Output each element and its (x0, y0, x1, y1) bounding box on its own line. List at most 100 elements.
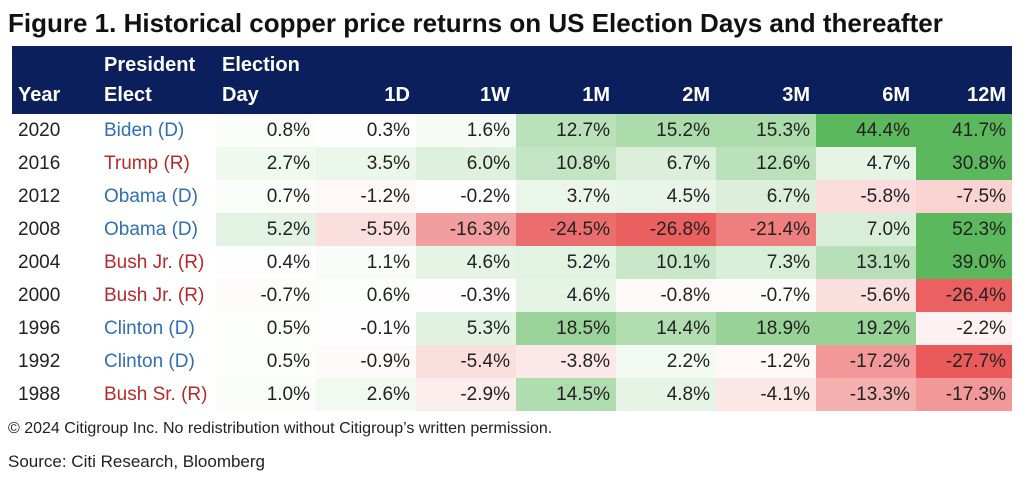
copyright-note: © 2024 Citigroup Inc. No redistribution … (8, 420, 553, 437)
return-cell: -2.9% (416, 378, 516, 411)
source-note: Source: Citi Research, Bloomberg (8, 452, 266, 471)
return-cell: 4.6% (416, 246, 516, 279)
return-cell: 41.7% (916, 114, 1012, 147)
column-header-line2: 2M (682, 84, 710, 106)
column-header-line1 (18, 50, 92, 80)
president-cell: Clinton (D) (104, 317, 195, 339)
return-cell: 4.5% (616, 180, 716, 213)
table-body: 2020 Biden (D) 0.8% 0.3% 1.6% 12.7% 15.2% 15.3%… (12, 114, 1012, 411)
return-cell: 15.3% (716, 114, 816, 147)
column-header-1w: 1W (416, 46, 516, 114)
president-cell: Biden (D) (104, 119, 185, 141)
return-cell: -16.3% (416, 213, 516, 246)
column-header-line1 (622, 50, 710, 80)
return-cell: 2.7% (216, 147, 316, 180)
return-cell: 3.5% (316, 147, 416, 180)
return-cell: 18.5% (516, 312, 616, 345)
column-header-line2: 6M (882, 84, 910, 106)
return-cell: 5.2% (516, 246, 616, 279)
return-cell: 12.7% (516, 114, 616, 147)
column-header-3m: 3M (716, 46, 816, 114)
figure-title: Figure 1. Historical copper price return… (8, 8, 943, 38)
return-cell: 4.7% (816, 147, 916, 180)
return-cell: 1.1% (316, 246, 416, 279)
column-header-line2: 12M (967, 84, 1006, 106)
return-cell: -24.5% (516, 213, 616, 246)
column-header-line1 (722, 50, 810, 80)
return-cell: 0.4% (216, 246, 316, 279)
return-cell: 10.8% (516, 147, 616, 180)
column-header-line1: Election (222, 54, 300, 76)
return-cell: -0.8% (616, 279, 716, 312)
table-row: 2012 Obama (D) 0.7% -1.2% -0.2% 3.7% 4.5% 6.7% -… (12, 180, 1012, 213)
return-cell: -26.8% (616, 213, 716, 246)
column-header-1m: 1M (516, 46, 616, 114)
year-cell: 2012 (18, 185, 61, 207)
president-cell: Bush Sr. (R) (104, 383, 208, 405)
return-cell: -2.2% (916, 312, 1012, 345)
column-header-line1: President (104, 54, 196, 76)
return-cell: 0.3% (316, 114, 416, 147)
column-header-line2: Elect (104, 84, 152, 106)
table-row: 2004 Bush Jr. (R) 0.4% 1.1% 4.6% 5.2% 10.1% 7.3… (12, 246, 1012, 279)
column-header-line2: 1M (582, 84, 610, 106)
return-cell: 6.7% (716, 180, 816, 213)
return-cell: 0.5% (216, 345, 316, 378)
column-header-line2: 1W (480, 84, 510, 106)
return-cell: 6.7% (616, 147, 716, 180)
column-header-6m: 6M (816, 46, 916, 114)
year-cell: 2016 (18, 152, 61, 174)
return-cell: -17.2% (816, 345, 916, 378)
return-cell: 2.2% (616, 345, 716, 378)
return-cell: 0.8% (216, 114, 316, 147)
return-cell: 1.0% (216, 378, 316, 411)
column-header-line2: Year (18, 84, 61, 106)
return-cell: 10.1% (616, 246, 716, 279)
return-cell: 30.8% (916, 147, 1012, 180)
column-header-line2: Day (222, 84, 259, 106)
return-cell: -0.3% (416, 279, 516, 312)
return-cell: 19.2% (816, 312, 916, 345)
column-header-election-day: Election Day (216, 46, 316, 114)
return-cell: -0.2% (416, 180, 516, 213)
column-header-line1 (422, 50, 510, 80)
table-row: 2016 Trump (R) 2.7% 3.5% 6.0% 10.8% 6.7% 12.6% 4… (12, 147, 1012, 180)
column-header-president: President Elect (98, 46, 216, 114)
return-cell: -27.7% (916, 345, 1012, 378)
return-cell: -3.8% (516, 345, 616, 378)
table-row: 2000 Bush Jr. (R) -0.7% 0.6% -0.3% 4.6% -0.8% -… (12, 279, 1012, 312)
return-cell: 14.4% (616, 312, 716, 345)
return-cell: 13.1% (816, 246, 916, 279)
return-cell: 52.3% (916, 213, 1012, 246)
president-cell: Clinton (D) (104, 350, 195, 372)
table-row: 1988 Bush Sr. (R) 1.0% 2.6% -2.9% 14.5% 4.8% -4… (12, 378, 1012, 411)
column-header-2m: 2M (616, 46, 716, 114)
return-cell: 2.6% (316, 378, 416, 411)
return-cell: 5.3% (416, 312, 516, 345)
return-cell: 14.5% (516, 378, 616, 411)
return-cell: 7.3% (716, 246, 816, 279)
return-cell: 0.5% (216, 312, 316, 345)
return-cell: -5.5% (316, 213, 416, 246)
return-cell: -1.2% (316, 180, 416, 213)
year-cell: 2004 (18, 251, 61, 273)
return-cell: -13.3% (816, 378, 916, 411)
return-cell: -1.2% (716, 345, 816, 378)
return-cell: 4.6% (516, 279, 616, 312)
column-header-12m: 12M (916, 46, 1012, 114)
column-header-line1 (922, 50, 1006, 80)
return-cell: -26.4% (916, 279, 1012, 312)
return-cell: 3.7% (516, 180, 616, 213)
return-cell: -5.4% (416, 345, 516, 378)
return-cell: 18.9% (716, 312, 816, 345)
return-cell: 1.6% (416, 114, 516, 147)
return-cell: -0.7% (716, 279, 816, 312)
column-header-year: Year (12, 46, 98, 114)
president-cell: Obama (D) (104, 185, 198, 207)
year-cell: 1992 (18, 350, 61, 372)
table-row: 1996 Clinton (D) 0.5% -0.1% 5.3% 18.5% 14.4% 18… (12, 312, 1012, 345)
president-cell: Obama (D) (104, 218, 198, 240)
column-header-line1 (522, 50, 610, 80)
president-cell: Bush Jr. (R) (104, 251, 205, 273)
table-row: 2020 Biden (D) 0.8% 0.3% 1.6% 12.7% 15.2% 15.3%… (12, 114, 1012, 147)
